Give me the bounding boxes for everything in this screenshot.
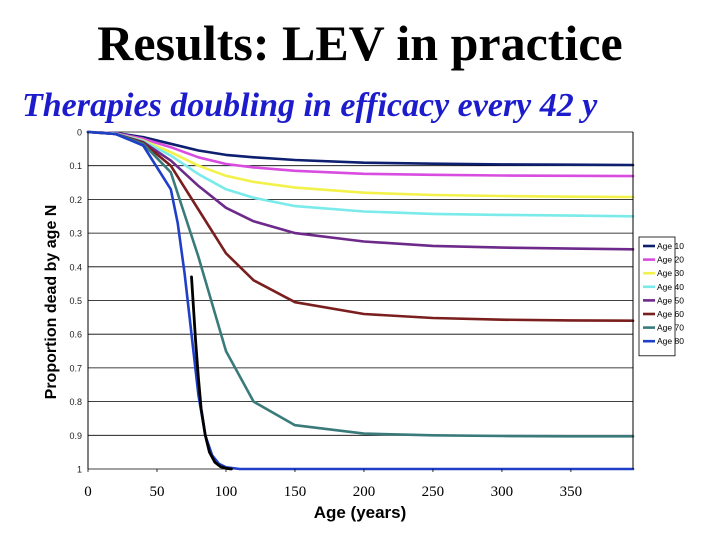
legend-label: Age 10: [657, 241, 684, 251]
x-tick-label: 50: [149, 484, 164, 500]
series-line-age-20: [86, 130, 635, 178]
y-tick-label: 0.8: [69, 397, 82, 407]
legend-label: Age 70: [657, 323, 684, 333]
x-tick-label: 100: [215, 484, 238, 500]
y-tick-label: 0.7: [69, 363, 82, 373]
x-axis-label: Age (years): [314, 503, 407, 522]
y-tick-label: 0.1: [69, 161, 82, 171]
legend-label: Age 60: [657, 309, 684, 319]
x-tick-label: 350: [560, 484, 583, 500]
legend-label: Age 30: [657, 268, 684, 278]
y-tick-label: 0.9: [69, 431, 82, 441]
y-axis-label: Proportion dead by age N: [43, 205, 60, 400]
legend-label: Age 80: [657, 336, 684, 346]
y-tick-label: 0.5: [69, 296, 82, 306]
series-line-age-10: [86, 130, 635, 167]
y-tick-label: 0.3: [69, 229, 82, 239]
x-tick-label: 0: [84, 484, 92, 500]
series-line-black: [190, 275, 233, 471]
x-tick-label: 300: [491, 484, 514, 500]
legend-label: Age 50: [657, 295, 684, 305]
y-tick-label: 1: [77, 465, 82, 475]
legend-label: Age 40: [657, 282, 684, 292]
legend-box: [638, 236, 676, 357]
slide-subtitle: Therapies doubling in efficacy every 42 …: [22, 87, 598, 124]
slide-title: Results: LEV in practice: [97, 15, 623, 71]
x-tick-label: 150: [284, 484, 307, 500]
y-tick-label: 0.6: [69, 330, 82, 340]
y-tick-label: 0.2: [69, 195, 82, 205]
y-tick-label: 0: [77, 128, 82, 138]
legend-label: Age 20: [657, 255, 684, 265]
x-tick-label: 250: [422, 484, 445, 500]
y-tick-label: 0.4: [69, 262, 82, 272]
series-line-age-70: [86, 130, 635, 438]
x-tick-label: 200: [353, 484, 376, 500]
